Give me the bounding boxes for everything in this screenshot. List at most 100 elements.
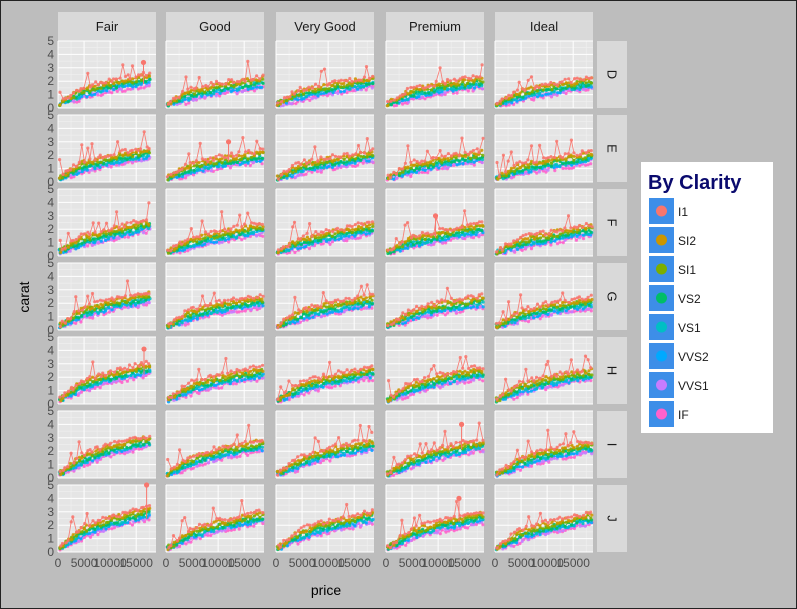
data-point [186, 166, 191, 170]
data-point [106, 154, 110, 158]
data-point [418, 234, 422, 238]
data-point [417, 167, 421, 171]
data-point [417, 95, 421, 99]
data-point [305, 91, 309, 95]
data-point [257, 304, 261, 308]
data-point [572, 158, 576, 162]
data-point [122, 225, 126, 229]
data-point [308, 222, 312, 226]
data-point [481, 153, 485, 157]
data-point [392, 98, 396, 102]
data-point [529, 144, 534, 148]
data-point [186, 308, 190, 312]
data-point [106, 81, 110, 85]
data-point [104, 81, 108, 85]
data-point [535, 84, 539, 89]
data-point [327, 87, 331, 91]
panel-g-good [165, 262, 265, 331]
data-point [148, 77, 152, 82]
data-point [117, 295, 121, 299]
data-point [180, 167, 184, 171]
data-point [427, 237, 431, 241]
data-point [460, 136, 464, 140]
data-point [462, 233, 467, 237]
data-point [518, 91, 522, 95]
data-point [524, 240, 528, 244]
data-point [147, 201, 151, 205]
data-point [130, 64, 135, 68]
data-point [119, 87, 123, 91]
data-point [120, 157, 124, 161]
data-point [57, 176, 62, 180]
data-point [394, 172, 398, 176]
data-point [415, 241, 419, 245]
data-point [412, 158, 416, 162]
data-point [409, 94, 413, 98]
data-point [449, 160, 454, 164]
data-point [172, 171, 176, 175]
data-point [169, 249, 173, 253]
data-point [310, 311, 314, 315]
data-point [563, 226, 567, 230]
data-point [538, 236, 543, 240]
data-point [394, 103, 399, 108]
data-point [446, 84, 450, 88]
data-point [61, 172, 65, 176]
data-point [188, 164, 192, 168]
data-point [147, 74, 151, 78]
data-point [288, 321, 292, 325]
data-point [98, 153, 102, 157]
panel-f-fair [57, 188, 156, 257]
data-point [90, 88, 94, 92]
data-point [529, 247, 534, 251]
data-point [549, 243, 553, 247]
data-point [197, 88, 201, 92]
data-point [245, 303, 250, 308]
data-point [345, 160, 349, 164]
data-point [200, 157, 204, 161]
data-point [255, 222, 259, 226]
data-point [243, 88, 247, 92]
data-point [290, 175, 294, 179]
data-point [520, 169, 525, 173]
data-point [246, 211, 250, 215]
data-point [290, 90, 294, 94]
data-point [260, 162, 264, 166]
facet-strip-i: I [597, 411, 627, 478]
data-point [211, 88, 216, 92]
data-point [471, 148, 475, 153]
data-point [430, 88, 434, 92]
data-point [443, 87, 447, 91]
data-point [403, 240, 407, 244]
data-point [529, 232, 533, 236]
data-point [131, 155, 135, 159]
data-point [423, 237, 427, 241]
data-point [240, 238, 244, 242]
data-point [191, 305, 195, 309]
data-point [305, 231, 309, 235]
data-point [526, 158, 530, 162]
data-point [345, 231, 349, 235]
data-point [218, 91, 222, 95]
panel-f-ideal [494, 188, 594, 257]
data-point [110, 91, 114, 95]
data-point [71, 316, 76, 320]
data-point [535, 89, 539, 93]
data-point [209, 93, 213, 97]
data-point [428, 84, 432, 88]
data-point [126, 151, 130, 155]
data-point [342, 82, 346, 86]
data-point [72, 310, 76, 314]
data-point [353, 306, 357, 310]
data-point [86, 294, 90, 298]
data-point [579, 85, 583, 89]
data-point [235, 235, 239, 239]
data-point [449, 87, 453, 91]
data-point [104, 221, 109, 225]
data-point [328, 238, 332, 242]
data-point [147, 301, 151, 305]
data-point [552, 90, 556, 94]
data-point [82, 232, 86, 236]
data-point [319, 92, 323, 96]
data-point [532, 242, 536, 246]
